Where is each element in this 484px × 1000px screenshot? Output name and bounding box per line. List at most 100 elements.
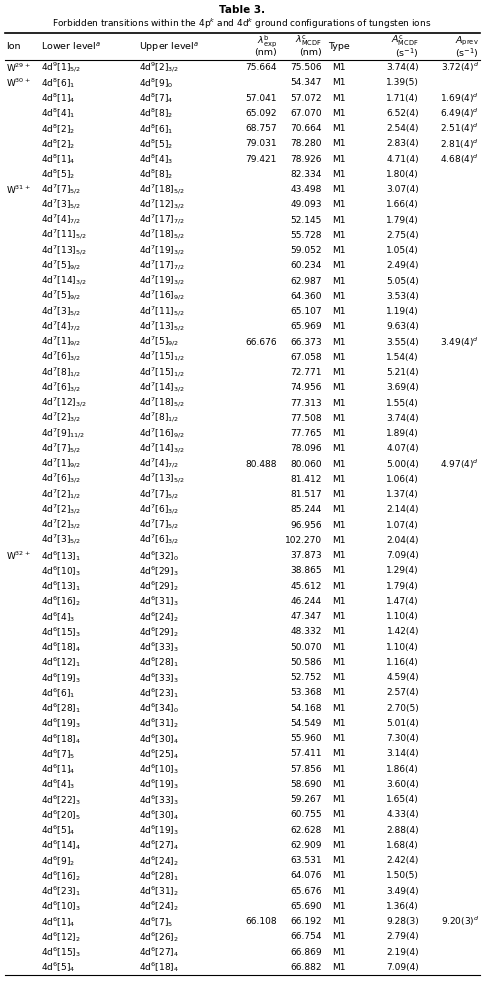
Text: 4d$^7$[6]$_{3/2}$: 4d$^7$[6]$_{3/2}$ bbox=[139, 503, 179, 517]
Text: 80.060: 80.060 bbox=[290, 460, 321, 469]
Text: 3.74(4): 3.74(4) bbox=[386, 63, 418, 72]
Text: 55.728: 55.728 bbox=[290, 231, 321, 240]
Text: 78.096: 78.096 bbox=[290, 444, 321, 453]
Text: 4d$^7$[4]$_{7/2}$: 4d$^7$[4]$_{7/2}$ bbox=[139, 457, 179, 471]
Text: 3.53(4): 3.53(4) bbox=[385, 292, 418, 301]
Text: 4d$^6$[30]$_4$: 4d$^6$[30]$_4$ bbox=[139, 808, 179, 822]
Text: 4d$^7$[9]$_{11/2}$: 4d$^7$[9]$_{11/2}$ bbox=[41, 427, 85, 441]
Text: M1: M1 bbox=[331, 216, 345, 225]
Text: 1.79(4): 1.79(4) bbox=[385, 582, 418, 591]
Text: M1: M1 bbox=[331, 917, 345, 926]
Text: 53.368: 53.368 bbox=[290, 688, 321, 697]
Text: 4d$^6$[28]$_1$: 4d$^6$[28]$_1$ bbox=[139, 655, 179, 669]
Text: 4d$^6$[4]$_3$: 4d$^6$[4]$_3$ bbox=[41, 610, 75, 624]
Text: 4d$^7$[14]$_{3/2}$: 4d$^7$[14]$_{3/2}$ bbox=[139, 442, 184, 456]
Text: 77.508: 77.508 bbox=[290, 414, 321, 423]
Text: 4d$^7$[5]$_{9/2}$: 4d$^7$[5]$_{9/2}$ bbox=[41, 289, 81, 303]
Text: 2.75(4): 2.75(4) bbox=[386, 231, 418, 240]
Text: 7.09(4): 7.09(4) bbox=[385, 551, 418, 560]
Text: 1.71(4): 1.71(4) bbox=[385, 94, 418, 103]
Text: 4d$^7$[13]$_{5/2}$: 4d$^7$[13]$_{5/2}$ bbox=[139, 472, 184, 486]
Text: 4.68(4)$^d$: 4.68(4)$^d$ bbox=[439, 152, 478, 166]
Text: M1: M1 bbox=[331, 307, 345, 316]
Text: M1: M1 bbox=[331, 170, 345, 179]
Text: 4d$^6$[27]$_4$: 4d$^6$[27]$_4$ bbox=[139, 945, 179, 959]
Text: 1.50(5): 1.50(5) bbox=[385, 871, 418, 880]
Text: 48.332: 48.332 bbox=[290, 627, 321, 636]
Text: 78.280: 78.280 bbox=[290, 139, 321, 148]
Text: M1: M1 bbox=[331, 795, 345, 804]
Text: 3.72(4)$^d$: 3.72(4)$^d$ bbox=[440, 61, 478, 74]
Text: 4d$^8$[5]$_2$: 4d$^8$[5]$_2$ bbox=[41, 167, 75, 181]
Text: 4d$^7$[18]$_{5/2}$: 4d$^7$[18]$_{5/2}$ bbox=[139, 228, 184, 242]
Text: 1.54(4): 1.54(4) bbox=[386, 353, 418, 362]
Text: 1.55(4): 1.55(4) bbox=[385, 399, 418, 408]
Text: 4d$^6$[25]$_4$: 4d$^6$[25]$_4$ bbox=[139, 747, 179, 761]
Text: 4d$^6$[28]$_1$: 4d$^6$[28]$_1$ bbox=[139, 869, 179, 883]
Text: 4d$^6$[31]$_2$: 4d$^6$[31]$_2$ bbox=[139, 884, 179, 898]
Text: 4d$^7$[18]$_{5/2}$: 4d$^7$[18]$_{5/2}$ bbox=[139, 396, 184, 410]
Text: 62.909: 62.909 bbox=[290, 841, 321, 850]
Text: 4d$^6$[34]$_0$: 4d$^6$[34]$_0$ bbox=[139, 701, 179, 715]
Text: 4d$^6$[29]$_2$: 4d$^6$[29]$_2$ bbox=[139, 625, 178, 639]
Text: 4d$^6$[31]$_2$: 4d$^6$[31]$_2$ bbox=[139, 716, 179, 730]
Text: $\lambda_{\rm MCDF}^{\rm c}$: $\lambda_{\rm MCDF}^{\rm c}$ bbox=[294, 34, 321, 48]
Text: 4d$^8$[1]$_4$: 4d$^8$[1]$_4$ bbox=[41, 91, 75, 105]
Text: 4d$^8$[9]$_0$: 4d$^8$[9]$_0$ bbox=[139, 76, 173, 90]
Text: 1.69(4)$^d$: 1.69(4)$^d$ bbox=[439, 91, 478, 105]
Text: 9.20(3)$^d$: 9.20(3)$^d$ bbox=[439, 915, 478, 928]
Text: 4d$^8$[8]$_2$: 4d$^8$[8]$_2$ bbox=[139, 167, 173, 181]
Text: M1: M1 bbox=[331, 444, 345, 453]
Text: M1: M1 bbox=[331, 627, 345, 636]
Text: Forbidden transitions within the 4p$^k$ and 4d$^k$ ground configurations of tung: Forbidden transitions within the 4p$^k$ … bbox=[52, 17, 431, 31]
Text: M1: M1 bbox=[331, 109, 345, 118]
Text: 4d$^7$[4]$_{7/2}$: 4d$^7$[4]$_{7/2}$ bbox=[41, 320, 81, 334]
Text: (s$^{-1}$): (s$^{-1}$) bbox=[454, 46, 478, 60]
Text: (nm): (nm) bbox=[254, 48, 276, 57]
Text: 77.765: 77.765 bbox=[290, 429, 321, 438]
Text: M1: M1 bbox=[331, 780, 345, 789]
Text: 38.865: 38.865 bbox=[290, 566, 321, 575]
Text: 60.755: 60.755 bbox=[290, 810, 321, 819]
Text: 6.49(4)$^d$: 6.49(4)$^d$ bbox=[439, 107, 478, 120]
Text: M1: M1 bbox=[331, 338, 345, 347]
Text: M1: M1 bbox=[331, 688, 345, 697]
Text: 58.690: 58.690 bbox=[290, 780, 321, 789]
Text: M1: M1 bbox=[331, 749, 345, 758]
Text: 3.49(4)$^d$: 3.49(4)$^d$ bbox=[439, 335, 478, 349]
Text: 4d$^6$[26]$_2$: 4d$^6$[26]$_2$ bbox=[139, 930, 179, 944]
Text: M1: M1 bbox=[331, 185, 345, 194]
Text: M1: M1 bbox=[331, 399, 345, 408]
Text: M1: M1 bbox=[331, 719, 345, 728]
Text: 64.360: 64.360 bbox=[290, 292, 321, 301]
Text: 2.19(4): 2.19(4) bbox=[386, 948, 418, 957]
Text: 52.752: 52.752 bbox=[290, 673, 321, 682]
Text: 4d$^6$[29]$_2$: 4d$^6$[29]$_2$ bbox=[139, 579, 178, 593]
Text: 1.07(4): 1.07(4) bbox=[385, 521, 418, 530]
Text: 5.21(4): 5.21(4) bbox=[386, 368, 418, 377]
Text: 4d$^6$[24]$_2$: 4d$^6$[24]$_2$ bbox=[139, 899, 179, 913]
Text: 4d$^9$[1]$_{5/2}$: 4d$^9$[1]$_{5/2}$ bbox=[41, 61, 81, 75]
Text: 52.145: 52.145 bbox=[290, 216, 321, 225]
Text: 4d$^7$[6]$_{3/2}$: 4d$^7$[6]$_{3/2}$ bbox=[41, 381, 81, 395]
Text: 79.421: 79.421 bbox=[245, 155, 276, 164]
Text: 1.80(4): 1.80(4) bbox=[385, 170, 418, 179]
Text: 4d$^6$[22]$_3$: 4d$^6$[22]$_3$ bbox=[41, 793, 81, 807]
Text: 4d$^7$[15]$_{1/2}$: 4d$^7$[15]$_{1/2}$ bbox=[139, 350, 184, 364]
Text: 5.05(4): 5.05(4) bbox=[385, 277, 418, 286]
Text: 4d$^7$[2]$_{3/2}$: 4d$^7$[2]$_{3/2}$ bbox=[41, 503, 81, 517]
Text: 4d$^8$[7]$_4$: 4d$^8$[7]$_4$ bbox=[139, 91, 173, 105]
Text: 4d$^6$[13]$_1$: 4d$^6$[13]$_1$ bbox=[41, 579, 81, 593]
Text: M1: M1 bbox=[331, 612, 345, 621]
Text: 59.052: 59.052 bbox=[290, 246, 321, 255]
Text: 4d$^6$[5]$_4$: 4d$^6$[5]$_4$ bbox=[41, 960, 75, 974]
Text: 85.244: 85.244 bbox=[290, 505, 321, 514]
Text: 4.33(4): 4.33(4) bbox=[386, 810, 418, 819]
Text: 4d$^8$[8]$_2$: 4d$^8$[8]$_2$ bbox=[139, 106, 173, 120]
Text: 3.14(4): 3.14(4) bbox=[386, 749, 418, 758]
Text: 2.83(4): 2.83(4) bbox=[386, 139, 418, 148]
Text: 4d$^6$[13]$_1$: 4d$^6$[13]$_1$ bbox=[41, 549, 81, 563]
Text: 1.19(4): 1.19(4) bbox=[385, 307, 418, 316]
Text: 67.058: 67.058 bbox=[290, 353, 321, 362]
Text: 3.60(4): 3.60(4) bbox=[385, 780, 418, 789]
